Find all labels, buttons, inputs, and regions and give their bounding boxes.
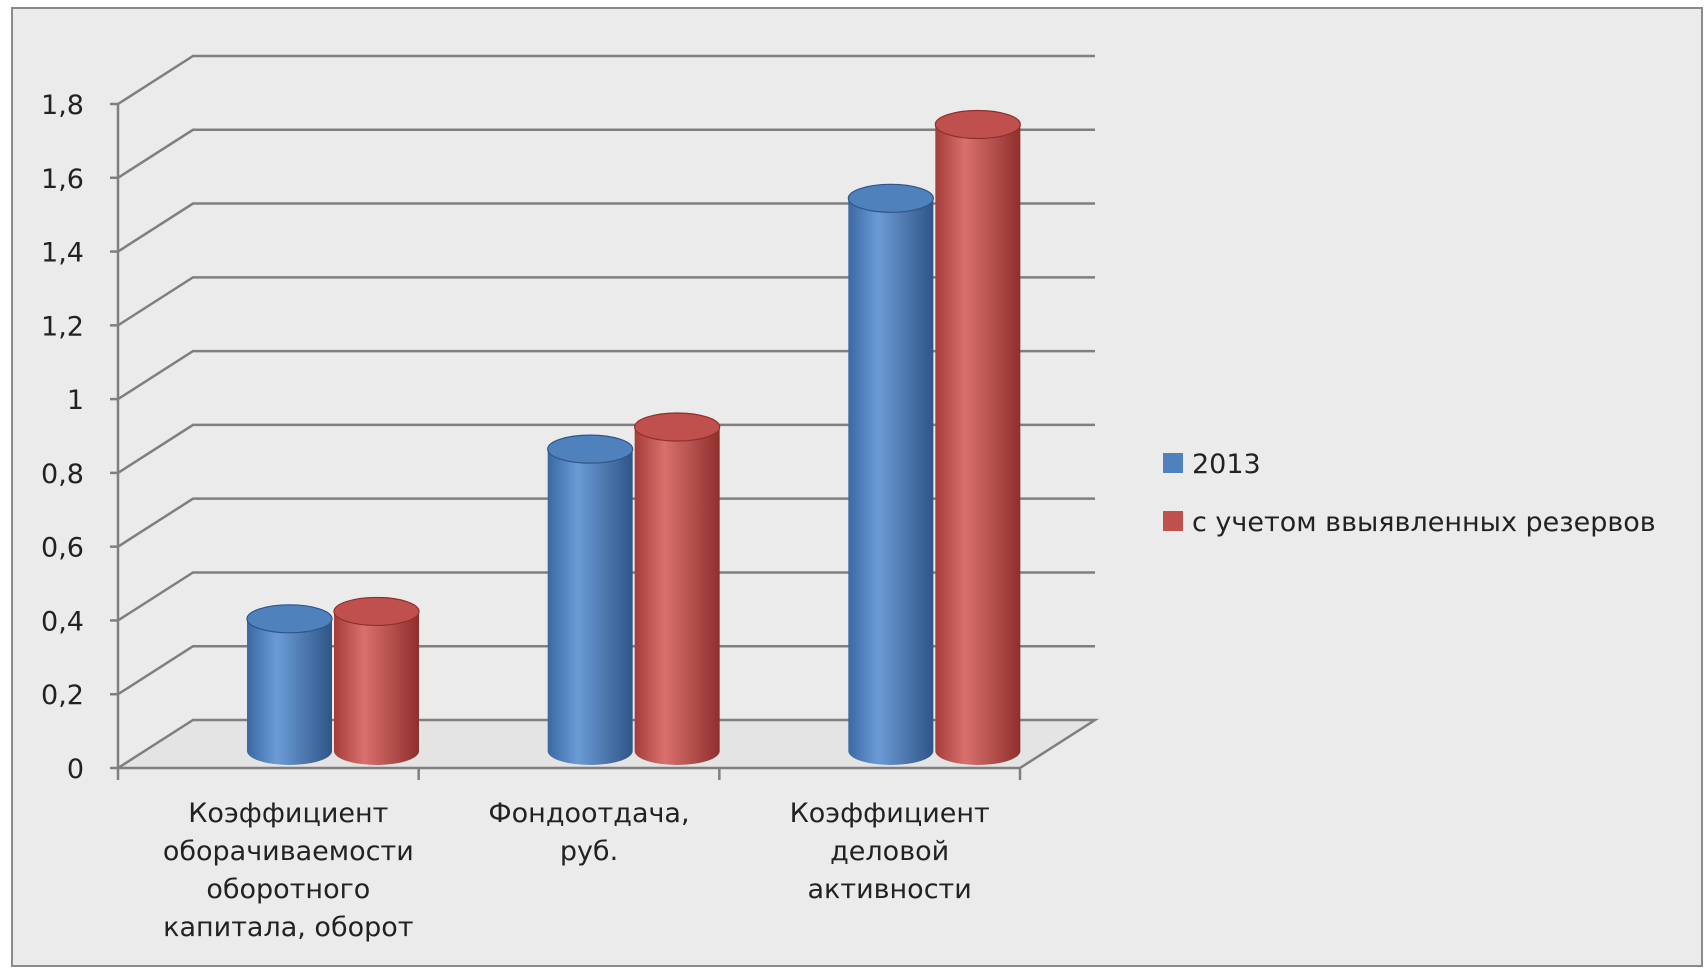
x-category-labels: Коэффициент оборачиваемости оборотного капи… — [163, 798, 990, 943]
bar-top — [847, 183, 934, 213]
y-tick-label: 0,2 — [41, 680, 84, 711]
gridline — [117, 276, 1095, 327]
y-tick-label: 1,4 — [41, 238, 84, 269]
bar-top — [634, 412, 721, 442]
bars — [246, 109, 1021, 766]
bar-top — [333, 596, 420, 627]
y-tick-label: 1,6 — [41, 164, 84, 195]
legend-label: 2013 — [1192, 449, 1261, 480]
bar-body — [247, 618, 332, 766]
y-tick-label: 0,4 — [41, 606, 84, 637]
y-tick-labels: 0 0,2 0,4 0,6 0,8 1 1,2 1,4 1,6 1,8 — [41, 90, 84, 785]
x-category-label: Коэффициент деловой активности — [790, 798, 990, 905]
bar — [634, 412, 721, 766]
bar-top — [934, 109, 1021, 140]
bar-body — [634, 427, 720, 766]
gridline — [117, 54, 1095, 106]
bar — [934, 109, 1021, 766]
bar-body — [334, 611, 419, 766]
gridline — [117, 423, 1095, 474]
gridline — [117, 202, 1095, 253]
legend-label: с учетом ввыявленных резервов — [1192, 507, 1656, 538]
bar-body — [848, 198, 934, 766]
y-tick-label: 0 — [67, 754, 84, 785]
y-tick-label: 1,8 — [41, 90, 84, 121]
gridline — [117, 128, 1095, 179]
bar-top — [547, 434, 634, 464]
bar — [246, 604, 333, 766]
x-category-label: Фондоотдача, руб. — [488, 798, 689, 867]
legend: 2013 с учетом ввыявленных резервов — [1163, 449, 1656, 538]
y-tick-label: 1,2 — [41, 311, 84, 342]
gridline — [117, 497, 1095, 548]
bar-body — [547, 449, 633, 766]
bar — [847, 183, 934, 766]
gridline — [117, 644, 1095, 696]
x-category-label: Коэффициент оборачиваемости оборотного капи… — [163, 798, 414, 943]
y-tick-label: 0,6 — [41, 533, 84, 564]
bar — [547, 434, 634, 766]
gridline — [117, 349, 1095, 401]
y-tick-label: 0,8 — [41, 459, 84, 490]
bar — [333, 596, 420, 766]
bar-body — [935, 124, 1021, 766]
gridlines — [117, 54, 1095, 696]
gridline — [117, 571, 1095, 622]
y-tick-label: 1 — [67, 385, 84, 416]
bar-top — [246, 604, 333, 634]
legend-swatch — [1163, 453, 1183, 473]
legend-swatch — [1163, 511, 1183, 531]
